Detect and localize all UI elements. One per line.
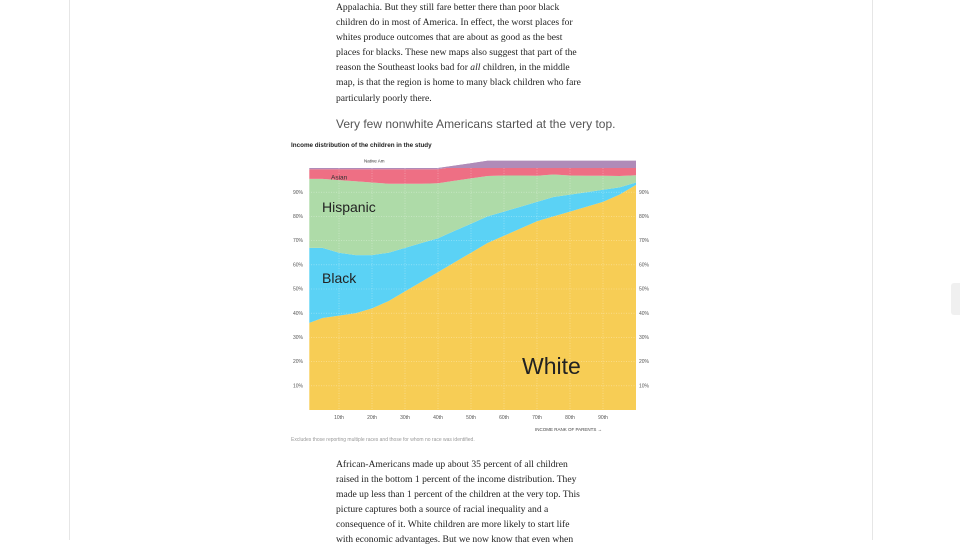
y-tick-label-left: 70% (293, 238, 304, 244)
paragraph-line: African-Americans made up about 35 perce… (336, 459, 568, 470)
page-border-left (69, 0, 70, 540)
article-paragraph-top: Appalachia. But they still fare better t… (336, 0, 608, 106)
area-white (309, 184, 636, 410)
x-axis-title: INCOME RANK OF PARENTS → (535, 427, 602, 432)
x-tick-label: 10th (334, 415, 344, 421)
y-tick-label-right: 20% (639, 359, 650, 365)
paragraph-line: places for blacks. These new maps also s… (336, 47, 577, 59)
x-tick-label: 60th (499, 415, 509, 421)
y-tick-label-right: 40% (639, 311, 650, 317)
x-tick-label: 80th (565, 415, 575, 421)
series-label-black: Black (322, 270, 357, 286)
y-tick-label-left: 50% (293, 287, 304, 293)
income-distribution-chart: 10% 20% 30% 40% 50% 60% 70% 80% 90% 10% 20% 30% 40%… (293, 159, 650, 433)
area-hispanic (309, 174, 636, 256)
y-tick-label-right: 10% (639, 383, 650, 389)
paragraph-line: map, is that the region is home to many … (336, 77, 581, 89)
y-axis-right: 10% 20% 30% 40% 50% 60% 70% 80% 90% (639, 190, 650, 390)
paragraph-text: reason the Southeast looks bad for (336, 62, 471, 74)
y-tick-label-left: 80% (293, 214, 304, 220)
page-border-right (872, 0, 873, 540)
paragraph-line: consequence of it. White children are mo… (336, 519, 570, 531)
paragraph-line: picture captures both a source of racial… (336, 504, 549, 516)
paragraph-line: Appalachia. But they still fare better t… (336, 2, 560, 13)
y-tick-label-right: 30% (639, 335, 650, 341)
paragraph-line: raised in the bottom 1 percent of the in… (336, 474, 577, 486)
x-tick-label: 50th (466, 415, 476, 421)
paragraph-line: children do in most of America. In effec… (336, 17, 573, 29)
y-tick-label-right: 70% (639, 238, 650, 244)
y-tick-label-left: 60% (293, 262, 304, 268)
section-subhead: Very few nonwhite Americans started at t… (336, 117, 616, 131)
chart-areas (309, 160, 636, 410)
y-axis-left: 10% 20% 30% 40% 50% 60% 70% 80% 90% (293, 190, 304, 390)
y-tick-label-left: 30% (293, 335, 304, 341)
paragraph-line: reason the Southeast looks bad for all c… (336, 60, 608, 75)
y-tick-label-right: 50% (639, 287, 650, 293)
x-tick-label: 40th (433, 415, 443, 421)
y-tick-label-left: 10% (293, 383, 304, 389)
y-tick-label-right: 60% (639, 262, 650, 268)
x-tick-label: 30th (400, 415, 410, 421)
chart-footnote: Excludes those reporting multiple races … (291, 437, 475, 443)
y-tick-label-left: 20% (293, 359, 304, 365)
article-paragraph-bottom: African-Americans made up about 35 perce… (336, 457, 608, 548)
side-scroll-tab[interactable] (951, 283, 960, 315)
y-tick-label-right: 80% (639, 214, 650, 220)
x-tick-label: 70th (532, 415, 542, 421)
series-label-hispanic: Hispanic (322, 199, 376, 215)
area-native-am-cap (309, 160, 636, 168)
x-axis: 10th 20th 30th 40th 50th 60th 70th 80th 90th (334, 415, 608, 421)
y-tick-label-left: 40% (293, 311, 304, 317)
y-tick-label-left: 90% (293, 190, 304, 196)
x-tick-label: 90th (598, 415, 608, 421)
area-black (309, 182, 636, 323)
chart-title: Income distribution of the children in t… (291, 142, 432, 149)
x-tick-label: 20th (367, 415, 377, 421)
paragraph-line: made up less than 1 percent of the child… (336, 489, 580, 501)
paragraph-text: children, in the middle (480, 62, 570, 74)
series-label-native-am: Native Am (364, 159, 385, 164)
paragraph-line: whites produce outcomes that are about a… (336, 32, 563, 44)
series-label-asian: Asian (331, 175, 348, 182)
series-label-white: White (522, 353, 581, 379)
y-tick-label-right: 90% (639, 190, 650, 196)
paragraph-line: with economic advantages. But we now kno… (336, 534, 574, 546)
chart-gridlines (306, 168, 636, 410)
emphasis-all: all (470, 62, 481, 74)
paragraph-line: particularly poorly there. (336, 92, 432, 104)
